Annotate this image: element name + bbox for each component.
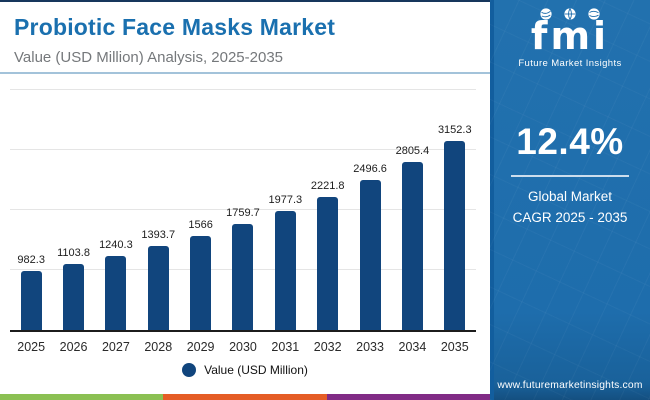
x-tick-2028: 2028	[144, 340, 173, 354]
bar-value-label: 1103.8	[57, 246, 90, 259]
bar-column-2029: 1566	[179, 90, 221, 330]
bar-2033: 2496.6	[353, 163, 387, 330]
globe-icons	[490, 8, 650, 21]
chart-panel: Probiotic Face Masks Market Value (USD M…	[0, 0, 490, 400]
bar-2030: 1759.7	[226, 207, 260, 330]
globe-icon	[540, 8, 552, 20]
bar-2035: 3152.3	[438, 124, 472, 330]
header-divider	[0, 72, 490, 74]
gridline-2000	[10, 209, 476, 210]
bar-value-label: 1977.3	[268, 194, 303, 207]
cagr-label-line2: CAGR 2025 - 2035	[512, 209, 628, 225]
bar-value-label: 1240.3	[99, 238, 133, 251]
stripe-purple	[326, 394, 490, 400]
gridline-3000	[10, 149, 476, 150]
fmi-logo: fmi Future Market Insights	[490, 8, 650, 69]
x-tick-2035: 2035	[440, 340, 469, 354]
bar-column-2028: 1393.7	[137, 90, 179, 330]
x-tick-2033: 2033	[356, 340, 384, 354]
x-tick-2032: 2032	[313, 340, 342, 354]
plot-area: 982.3 1103.8 1240.3 1393.7 1566 1759.7 1977.3 2…	[10, 89, 476, 332]
bar-column-2027: 1240.3	[95, 90, 137, 330]
bar-column-2035: 3152.3	[434, 90, 476, 330]
gridline-4000	[10, 89, 476, 90]
bar-2025: 982.3	[17, 254, 45, 330]
footer-stripe	[0, 394, 490, 400]
x-tick-2034: 2034	[398, 340, 427, 354]
x-axis-labels: 2025 2026 2027 2028 2029 2030 2031 2032 2033 2034…	[10, 340, 476, 356]
bar-value-label: 1393.7	[141, 229, 176, 242]
bar-2034: 2805.4	[396, 145, 429, 330]
page-subtitle: Value (USD Million) Analysis, 2025-2035	[14, 49, 284, 66]
legend-marker	[182, 363, 197, 377]
bar-2028: 1393.7	[141, 229, 175, 330]
bar-value-label: 3152.3	[437, 123, 472, 136]
bar-value-label: 982.3	[17, 254, 45, 267]
cagr-label-line1: Global Market	[527, 188, 613, 204]
x-tick-2025: 2025	[17, 340, 46, 354]
cagr-label: Global Market CAGR 2025 - 2035	[490, 187, 650, 229]
fmi-logo-text: fmi	[530, 14, 610, 58]
stripe-orange	[163, 394, 327, 400]
brand-sidebar: fmi Future Market Insights 12.4% Global …	[490, 0, 650, 400]
bar-column-2033: 2496.6	[349, 90, 391, 330]
bar-column-2030: 1759.7	[222, 90, 264, 330]
legend-label: Value (USD Million)	[204, 363, 308, 377]
page-title: Probiotic Face Masks Market	[14, 14, 336, 40]
globe-icon	[588, 8, 600, 20]
bar-column-2031: 1977.3	[264, 90, 306, 330]
stripe-green	[0, 394, 164, 400]
bar-2029: 1566	[188, 219, 213, 330]
bar-column-2026: 1103.8	[52, 90, 94, 330]
bar-column-2034: 2805.4	[391, 90, 433, 330]
bar-2032: 2221.8	[311, 180, 345, 330]
x-tick-2029: 2029	[186, 340, 215, 354]
x-tick-2030: 2030	[229, 340, 257, 354]
bar-2031: 1977.3	[269, 194, 302, 330]
website-url: www.futuremarketinsights.com	[497, 380, 643, 391]
cagr-block: 12.4% Global Market CAGR 2025 - 2035	[490, 121, 650, 229]
bar-column-2032: 2221.8	[307, 90, 349, 330]
x-tick-2027: 2027	[101, 340, 130, 354]
cagr-divider	[511, 174, 629, 177]
bar-value-label: 2496.6	[353, 163, 387, 176]
bar-value-label: 1566	[188, 219, 213, 232]
x-tick-2031: 2031	[271, 340, 300, 354]
bar-2027: 1240.3	[99, 239, 133, 330]
chart-header: Probiotic Face Masks Market Value (USD M…	[0, 2, 490, 66]
bar-column-2025: 982.3	[10, 90, 52, 330]
x-tick-2026: 2026	[59, 340, 88, 354]
bar-value-label: 2221.8	[310, 179, 345, 192]
globe-icon	[564, 8, 576, 20]
chart-legend: Value (USD Million)	[0, 363, 490, 377]
fmi-logo-tagline: Future Market Insights	[518, 57, 622, 69]
cagr-value: 12.4%	[516, 120, 624, 162]
bar-value-label: 2805.4	[395, 144, 430, 157]
bar-2026: 1103.8	[57, 247, 90, 330]
bar-value-label: 1759.7	[226, 207, 260, 220]
